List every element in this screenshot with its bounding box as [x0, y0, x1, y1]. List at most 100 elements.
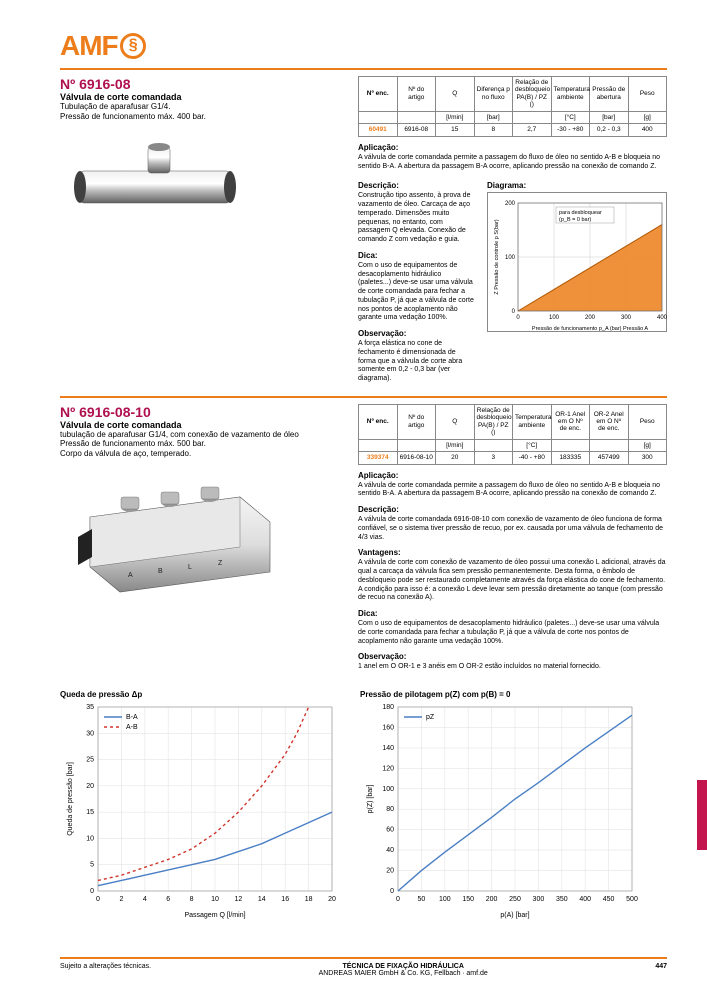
svg-text:16: 16 [281, 896, 289, 903]
s1-nr: Nº 6916-08 [60, 76, 344, 92]
divider-bottom [60, 957, 667, 959]
svg-text:15: 15 [86, 809, 94, 816]
side-tab [697, 780, 707, 850]
svg-text:8: 8 [190, 896, 194, 903]
svg-text:140: 140 [382, 745, 394, 752]
s1-note-h: Observação: [358, 329, 475, 338]
product-image-2: A B L Z [60, 467, 290, 597]
svg-text:50: 50 [418, 896, 426, 903]
svg-text:2: 2 [119, 896, 123, 903]
svg-text:Passagem Q [l/min]: Passagem Q [l/min] [184, 912, 245, 919]
footer-left: Sujeito a alterações técnicas. [60, 963, 151, 977]
s2-note-t: 1 anel em O OR-1 e 3 anéis em O OR-2 est… [358, 663, 667, 672]
svg-text:B-A: B-A [126, 714, 138, 721]
svg-text:0: 0 [390, 888, 394, 895]
svg-text:A-B: A-B [126, 724, 138, 731]
s2-app-h: Aplicação: [358, 471, 667, 480]
svg-text:20: 20 [86, 783, 94, 790]
s2-adv2-h: Dica: [358, 609, 667, 618]
s2-desc2: Pressão de funcionamento máx. 500 bar. C… [60, 439, 344, 458]
svg-text:100: 100 [549, 315, 560, 321]
footer-right-page: 447 [655, 963, 667, 977]
svg-text:L: L [188, 564, 192, 571]
svg-text:(p_B = 0 bar): (p_B = 0 bar) [559, 217, 591, 223]
svg-text:18: 18 [305, 896, 313, 903]
chart2-title: Pressão de pilotagem p(Z) com p(B) = 0 [360, 690, 640, 699]
svg-text:100: 100 [382, 786, 394, 793]
svg-text:p(A) [bar]: p(A) [bar] [500, 912, 529, 919]
divider-mid [60, 396, 667, 398]
svg-text:20: 20 [386, 868, 394, 875]
svg-text:5: 5 [90, 862, 94, 869]
s2-desc-h: Descrição: [358, 505, 667, 514]
svg-text:300: 300 [533, 896, 545, 903]
s2-adv-h: Vantagens: [358, 548, 667, 557]
s2-desc1: tubulação de aparafusar G1/4, com conexã… [60, 430, 344, 440]
svg-text:0: 0 [90, 888, 94, 895]
svg-text:25: 25 [86, 757, 94, 764]
svg-text:p(Z) [bar]: p(Z) [bar] [367, 785, 374, 814]
svg-text:Z: Z [218, 560, 223, 567]
s1-desc1: Tubulação de aparafusar G1/4. [60, 102, 344, 112]
svg-text:100: 100 [505, 255, 516, 261]
svg-text:20: 20 [328, 896, 336, 903]
s2-order-no: 339374 [359, 452, 398, 464]
footer-center: TÉCNICA DE FIXAÇÃO HIDRÁULICA [342, 963, 463, 970]
svg-text:6: 6 [166, 896, 170, 903]
s1-note-t: A força elástica no cone de fechamento é… [358, 340, 475, 384]
chart2: 0501001502002503003504004505000204060801… [360, 701, 640, 941]
svg-text:12: 12 [235, 896, 243, 903]
svg-text:0: 0 [96, 896, 100, 903]
svg-text:40: 40 [386, 847, 394, 854]
svg-text:300: 300 [621, 315, 632, 321]
svg-text:0: 0 [396, 896, 400, 903]
s1-desc2: Pressão de funcionamento máx. 400 bar. [60, 112, 344, 122]
svg-text:450: 450 [603, 896, 615, 903]
svg-text:200: 200 [585, 315, 596, 321]
s1-table: Nº enc. Nº do artigo Q Diferença p no fl… [358, 76, 667, 137]
footer-center-sub: ANDREAS MAIER GmbH & Co. KG, Fellbach ∙ … [319, 970, 488, 977]
svg-text:Queda de pressão [bar]: Queda de pressão [bar] [67, 762, 74, 836]
s2-desc-t: A válvula de corte comandada 6916-08-10 … [358, 516, 667, 542]
svg-text:A: A [128, 572, 133, 579]
svg-text:pZ: pZ [426, 714, 435, 721]
s2-table: Nº enc. Nº do artigo Q Relação de desblo… [358, 404, 667, 465]
svg-text:Z Pressão de controle p S(bar): Z Pressão de controle p S(bar) [494, 220, 500, 295]
svg-text:4: 4 [143, 896, 147, 903]
s1-subtitle: Válvula de corte comandada [60, 92, 344, 102]
svg-text:160: 160 [382, 725, 394, 732]
s1-app-t: A válvula de corte comandada permite a p… [358, 154, 667, 172]
s1-adv-h: Dica: [358, 251, 475, 260]
chart1: 0246810121416182005101520253035B-AA-BQue… [60, 701, 340, 941]
s2-adv2-t: Com o uso de equipamentos de desacoplame… [358, 620, 667, 646]
s2-adv-t: A válvula de corte com conexão de vazame… [358, 559, 667, 603]
product-image-1 [60, 129, 260, 219]
svg-text:Pressão de funcionamento p_A (: Pressão de funcionamento p_A (bar) Press… [532, 326, 649, 332]
s1-app-h: Aplicação: [358, 143, 667, 152]
divider-top [60, 68, 667, 70]
s2-app-t: A válvula de corte comandada permite a p… [358, 482, 667, 500]
svg-text:200: 200 [505, 201, 516, 207]
chart1-title: Queda de pressão Δp [60, 690, 340, 699]
svg-text:200: 200 [486, 896, 498, 903]
s1-adv-t: Com o uso de equipamentos de desacoplame… [358, 262, 475, 323]
svg-text:10: 10 [211, 896, 219, 903]
svg-text:500: 500 [626, 896, 638, 903]
svg-text:60: 60 [386, 827, 394, 834]
svg-text:14: 14 [258, 896, 266, 903]
s2-note-h: Observação: [358, 652, 667, 661]
s1-order-no: 60491 [359, 124, 398, 136]
svg-text:para desbloquear: para desbloquear [559, 210, 602, 216]
svg-text:30: 30 [86, 730, 94, 737]
svg-text:180: 180 [382, 704, 394, 711]
svg-text:B: B [158, 568, 163, 575]
svg-text:150: 150 [462, 896, 474, 903]
brand-logo: AMF [60, 30, 667, 62]
s2-nr: Nº 6916-08-10 [60, 404, 344, 420]
s1-desc-h: Descrição: [358, 181, 475, 190]
svg-text:350: 350 [556, 896, 568, 903]
s1-desc-t: Construção tipo assento, à prova de vaza… [358, 192, 475, 245]
svg-text:400: 400 [579, 896, 591, 903]
s1-diagram: 01002003004000100200para desbloquear(p_B… [487, 192, 667, 332]
svg-text:100: 100 [439, 896, 451, 903]
